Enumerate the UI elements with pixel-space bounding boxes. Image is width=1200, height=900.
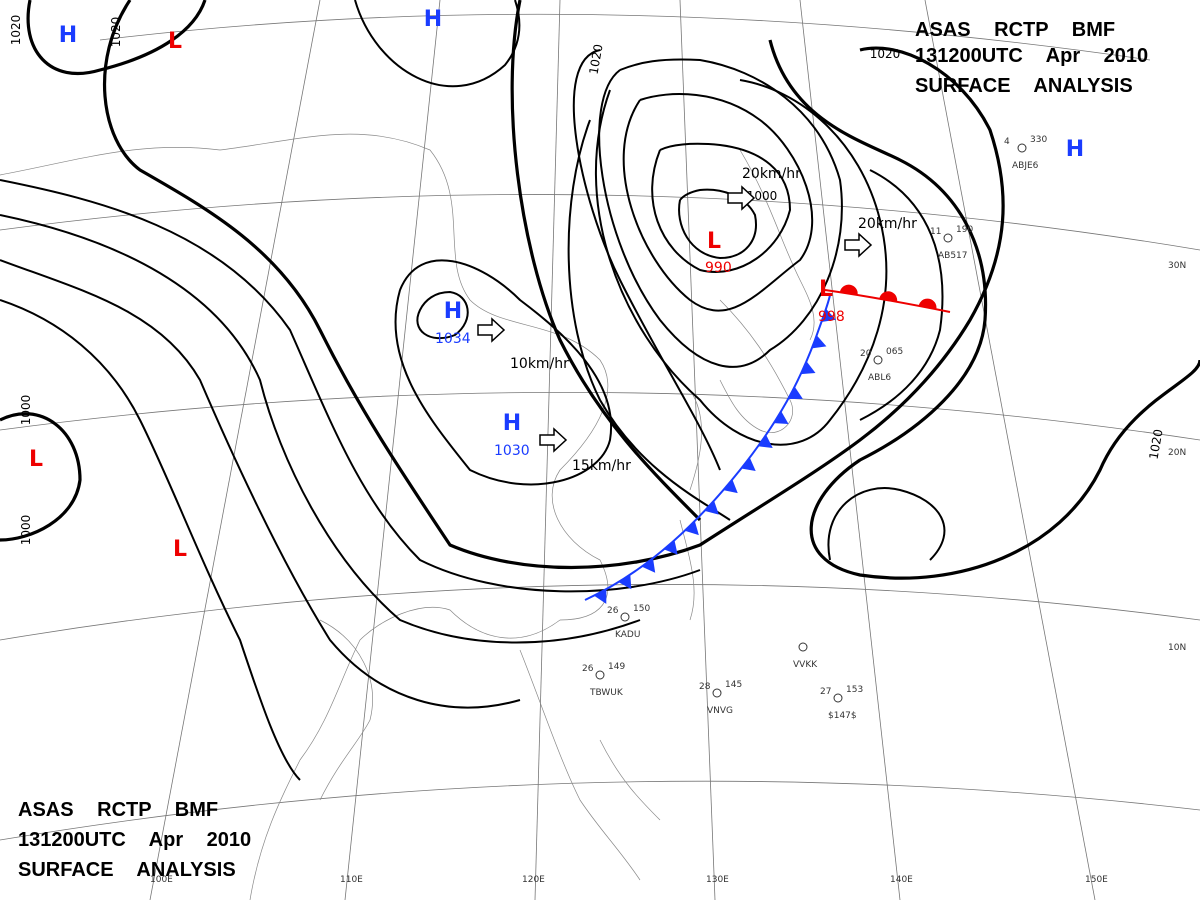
station-marker	[1017, 143, 1027, 153]
motion-label: 20km/hr	[742, 166, 801, 182]
station-pressure: 190	[956, 225, 973, 235]
header-line: ASAS RCTP BMF	[915, 19, 1115, 41]
motion-label: 15km/hr	[572, 458, 631, 474]
station-marker	[943, 233, 953, 243]
station-id: ABL6	[868, 373, 891, 383]
cold-front-triangle	[641, 558, 656, 573]
longitude-label: 150E	[1085, 875, 1108, 885]
pressure-center-symbol: H	[1066, 137, 1084, 162]
station-id: KADU	[615, 630, 640, 640]
cold-front-triangle	[663, 540, 678, 555]
longitude-label: 110E	[340, 875, 363, 885]
pressure-center-symbol: L	[707, 229, 721, 254]
pressure-center-symbol: L	[168, 29, 182, 54]
pressure-center-symbol: L	[173, 537, 187, 562]
motion-arrow	[477, 317, 506, 343]
header-line: 131200UTC Apr 2010	[18, 829, 251, 851]
isobar-label: 1020	[587, 43, 606, 76]
pressure-center-symbol: H	[444, 299, 462, 324]
warm-front-semicircle	[839, 284, 858, 296]
cold-front-triangle	[811, 335, 827, 349]
isobar-label: 1000	[19, 395, 33, 426]
isobar-label: 1000	[19, 515, 33, 546]
header-line: ASAS RCTP BMF	[18, 799, 218, 821]
station-temp: 26	[582, 664, 594, 674]
station-id: $147$	[828, 711, 857, 721]
cold-front-triangle	[758, 434, 773, 448]
cold-front-triangle	[788, 386, 803, 400]
pressure-center-symbol: H	[59, 23, 77, 48]
motion-arrow	[539, 427, 568, 453]
isobars	[0, 0, 1200, 781]
isobar-label: 1020	[1147, 428, 1166, 461]
cold-front-triangle	[741, 457, 756, 472]
cold-front-triangle	[704, 500, 719, 515]
station-marker	[595, 670, 605, 680]
station-temp: 4	[1004, 137, 1010, 147]
station-marker	[833, 693, 843, 703]
pressure-center-symbol: L	[29, 447, 43, 472]
station-id: VNVG	[707, 706, 733, 716]
pressure-center-value: 1030	[494, 443, 530, 459]
cold-front-triangle	[594, 589, 607, 604]
warm-front-semicircle	[918, 298, 937, 310]
isobar-label: 1000	[747, 189, 778, 203]
station-id: VVKK	[793, 660, 818, 670]
pressure-center-symbol: H	[503, 411, 521, 436]
station-temp: 11	[930, 227, 941, 237]
header-line: 131200UTC Apr 2010	[915, 45, 1148, 67]
station-id: ABJE6	[1012, 161, 1039, 171]
pressure-center-value: 990	[705, 260, 732, 276]
latitude-label: 20N	[1168, 448, 1186, 458]
cold-front-triangle	[618, 574, 632, 590]
motion-label: 20km/hr	[858, 216, 917, 232]
station-id: AB517	[938, 251, 968, 261]
latitude-label: 10N	[1168, 643, 1186, 653]
longitude-label: 100E	[150, 875, 173, 885]
longitude-label: 120E	[522, 875, 545, 885]
station-pressure: 150	[633, 604, 650, 614]
pressure-center-value: 1034	[435, 331, 471, 347]
pressure-center-symbol: L	[819, 277, 833, 302]
station-temp: 28	[699, 682, 711, 692]
station-temp: 26	[607, 606, 619, 616]
longitude-label: 140E	[890, 875, 913, 885]
motion-arrow	[727, 185, 756, 211]
station-id: TBWUK	[589, 688, 624, 698]
motion-label: 10km/hr	[510, 356, 569, 372]
pressure-center-value: 998	[818, 309, 845, 325]
header-line: SURFACE ANALYSIS	[18, 859, 236, 881]
pressure-center-symbol: H	[424, 7, 442, 32]
station-temp: 27	[820, 687, 831, 697]
station-marker	[620, 612, 630, 622]
cold-front-triangle	[773, 411, 789, 424]
isobar-label: 1020	[109, 17, 123, 48]
station-temp: 20	[860, 349, 872, 359]
station-pressure: 153	[846, 685, 863, 695]
cold-front-triangle	[684, 520, 699, 536]
longitude-label: 130E	[706, 875, 729, 885]
cold-front-triangle	[800, 361, 816, 375]
front-symbols	[594, 284, 937, 604]
station-pressure: 145	[725, 680, 742, 690]
cold-front-triangle	[723, 479, 738, 494]
motion-arrow	[844, 232, 873, 258]
station-marker	[798, 642, 808, 652]
latitude-label: 30N	[1168, 261, 1186, 271]
labels: ASAS RCTP BMF 131200UTC Apr 2010 SURFACE…	[9, 7, 1186, 885]
header-line: SURFACE ANALYSIS	[915, 75, 1133, 97]
isobar-label: 1020	[9, 15, 23, 46]
station-pressure: 149	[608, 662, 625, 672]
station-marker	[712, 688, 722, 698]
station-pressure: 065	[886, 347, 903, 357]
station-pressure: 330	[1030, 135, 1047, 145]
station-marker	[873, 355, 883, 365]
cold-front-triangle	[821, 308, 837, 323]
isobar-label: 1020	[870, 47, 901, 61]
warm-front-semicircle	[879, 291, 898, 302]
